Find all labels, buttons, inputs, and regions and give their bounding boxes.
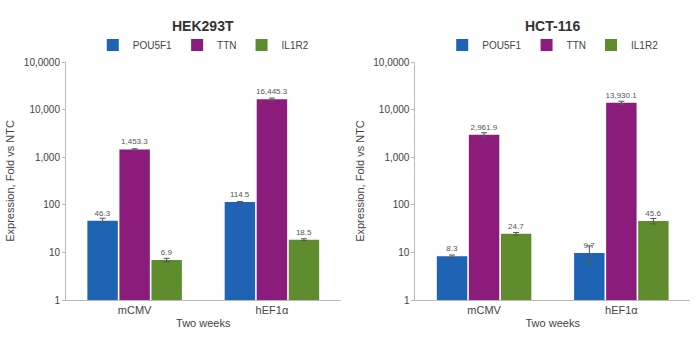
svg-text:100: 100 <box>43 199 60 210</box>
svg-text:Expression, Fold vs NTC: Expression, Fold vs NTC <box>354 120 366 242</box>
svg-text:10,000: 10,000 <box>379 104 410 115</box>
svg-text:HEK293T: HEK293T <box>172 18 234 34</box>
svg-text:TTN: TTN <box>567 40 586 51</box>
svg-text:hEF1α: hEF1α <box>605 304 638 316</box>
svg-text:1,000: 1,000 <box>35 152 60 163</box>
svg-text:10,0000: 10,0000 <box>373 57 410 68</box>
svg-text:10: 10 <box>49 247 61 258</box>
svg-text:Two weeks: Two weeks <box>526 317 581 329</box>
svg-text:13,930.1: 13,930.1 <box>606 91 638 100</box>
svg-text:1,000: 1,000 <box>384 152 409 163</box>
svg-text:24.7: 24.7 <box>508 222 524 231</box>
svg-text:TTN: TTN <box>217 40 236 51</box>
svg-text:mCMV: mCMV <box>467 304 501 316</box>
svg-text:9.7: 9.7 <box>583 241 595 250</box>
svg-text:2,961.9: 2,961.9 <box>470 123 497 132</box>
svg-text:114.5: 114.5 <box>230 190 250 199</box>
svg-text:POU5F1: POU5F1 <box>482 40 521 51</box>
svg-text:10: 10 <box>398 247 410 258</box>
svg-text:HCT-116: HCT-116 <box>525 18 580 34</box>
svg-text:IL1R2: IL1R2 <box>282 40 309 51</box>
svg-text:45.6: 45.6 <box>645 209 661 218</box>
svg-text:18.5: 18.5 <box>296 228 312 237</box>
svg-text:1,453.3: 1,453.3 <box>121 137 148 146</box>
svg-text:IL1R2: IL1R2 <box>631 40 658 51</box>
svg-text:Two weeks: Two weeks <box>176 317 231 329</box>
svg-text:16,445.3: 16,445.3 <box>256 87 288 96</box>
svg-text:1: 1 <box>54 295 60 306</box>
svg-text:hEF1α: hEF1α <box>256 304 289 316</box>
svg-text:10,0000: 10,0000 <box>24 57 61 68</box>
svg-text:46.3: 46.3 <box>95 209 111 218</box>
svg-text:1: 1 <box>404 295 410 306</box>
svg-text:6.9: 6.9 <box>161 248 173 257</box>
svg-text:Expression, Fold vs NTC: Expression, Fold vs NTC <box>4 120 16 242</box>
svg-text:POU5F1: POU5F1 <box>133 40 172 51</box>
svg-text:10,000: 10,000 <box>29 104 60 115</box>
svg-text:8.3: 8.3 <box>446 244 458 253</box>
svg-text:100: 100 <box>393 199 410 210</box>
svg-text:mCMV: mCMV <box>118 304 152 316</box>
